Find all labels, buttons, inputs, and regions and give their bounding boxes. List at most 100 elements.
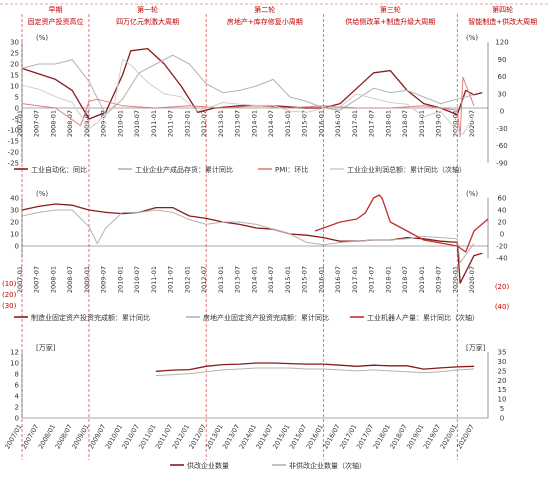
legend-label: 供改企业数量 [187,461,229,470]
x-tick-label: 2014-01 [250,110,258,137]
x-tick-label: 2016-01 [317,110,325,137]
y-tick-left: 2 [15,404,19,412]
y-tick-left: 30 [10,39,19,47]
y-tick-right: 60 [498,73,507,81]
y-tick-right: 0 [500,231,504,239]
x-tick-label: 2009-01 [83,266,91,293]
y-unit-left: (%) [36,190,48,198]
x-tick-label: 2018-01 [384,266,392,293]
x-tick-label: 2010-01 [116,110,124,137]
x-tick-label: 2015-01 [284,110,292,137]
series-line-2 [21,54,475,116]
x-tick-label: 2010-07 [133,110,141,137]
legend-label: 工业自动化：同比 [31,165,87,174]
x-tick-label: 2007-07 [33,266,41,293]
x-tick-label: 2008-07 [66,266,74,293]
x-tick-label: 2014-07 [267,266,275,293]
x-tick-label: 2014-01 [250,266,258,293]
x-tick-label: 2017-07 [368,266,376,293]
y-tick-right: 5 [500,405,504,413]
y-tick-left: 40 [10,195,19,203]
y-tick-right: 25 [498,367,507,375]
x-tick-label: 2012-01 [183,110,191,137]
y-tick-left: 10 [10,231,19,239]
legend-label: 工业企业利润总额：累计同比（次轴） [347,165,466,174]
panel-automation-inventory: (%) (%) -25 -20 -15 -10 -5 0 5 10 15 20 25 30 -90 -60 -3… [8,34,509,174]
y-tick-right: 30 [498,358,507,366]
x-tick-label: 2009-07 [100,266,108,293]
x-tick-label: 2019-07 [435,110,443,137]
x-tick-label: 2009-01 [83,110,91,137]
phase-title: 第四轮 [492,5,513,14]
phase-title: 第三轮 [380,5,401,14]
x-tick-label: 2017-01 [351,266,359,293]
x-tick-label: 2011-01 [150,110,158,137]
x-tick-label: 2019-01 [418,266,426,293]
x-tick-label: 2020-07 [468,266,476,293]
series-line-4 [21,58,475,135]
x-tick-label: 2011-07 [167,266,175,293]
x-tick-label: 2017-01 [351,110,359,137]
x-tick-label: 2010-07 [133,266,141,293]
x-tick-label: 2012-01 [183,266,191,293]
x-tick-label: 2020-07 [468,110,476,137]
y-unit-left: (%) [36,34,48,42]
x-tick-label: 2020-01 [451,110,459,137]
series-line-1 [155,362,475,372]
x-tick-label: 2013-07 [234,266,242,293]
x-tick-label: 2013-01 [217,110,225,137]
x-tick-label: 2011-07 [167,110,175,137]
x-tick-label: 2018-07 [401,266,409,293]
y-tick-left: 0 [15,415,19,423]
y-tick-right: 35 [498,349,507,357]
y-tick-left: 8 [15,371,19,379]
series-line-2 [21,209,475,264]
y-tick-right-negative: (20) [495,283,510,291]
panel-fixed-asset-investment: (%) (%) 0 10 20 30 40 -40 -20 0 20 40 60 (10) (20) (30)… [2,190,509,322]
series-line-3 [314,194,489,253]
x-tick-label: 2007-07 [33,110,41,137]
y-tick-right: 60 [498,195,507,203]
x-tick-label: 2012-07 [200,110,208,137]
x-tick-label: 2018-07 [401,110,409,137]
x-tick-label: 2016-07 [334,266,342,293]
legend-label: PMI：环比 [275,165,308,174]
y-tick-left: 30 [10,207,19,215]
x-tick-label: 2017-07 [368,110,376,137]
y-tick-left-negative: (20) [2,291,17,299]
x-tick-label: 2016-07 [334,110,342,137]
y-tick-left: -5 [12,116,19,124]
y-tick-left-negative: (10) [2,280,17,288]
panel-enterprise-count: [万家] [万家]024681012051015202530352007/0120… [3,343,506,470]
x-tick-label: 2015-07 [301,266,309,293]
y-tick-right: 10 [498,396,507,404]
phase-title: 早期 [48,6,62,14]
y-tick-left: 0 [15,243,19,251]
legend-label: 工业企业产成品存货：累计同比 [135,165,233,174]
x-tick-label: 2012-07 [200,266,208,293]
y-tick-right: -60 [496,142,507,150]
y-tick-left: 6 [15,382,20,390]
y-tick-right: 120 [495,39,508,47]
y-tick-right-negative: (40) [495,303,510,311]
x-tick-label: 2008-01 [49,266,57,293]
x-tick-label: 2010-01 [116,266,124,293]
x-tick-label: 2020-01 [451,266,459,293]
y-tick-right: -40 [496,255,507,263]
x-tick-label: 2009-07 [100,110,108,137]
phase-subtitle: 房地产+库存修复小周期 [227,17,303,26]
phase-subtitle: 供给侧改革+制造升级大周期 [345,17,435,26]
y-tick-right: 20 [498,377,507,385]
legend-label: 制造业固定资产投资完成额：累计同比 [31,313,150,322]
phase-subtitle: 智能制造+供改大周期 [468,17,537,26]
x-tick-label: 2007-01 [16,266,24,293]
y-tick-left: 10 [10,360,19,368]
x-tick-label: 2008-07 [66,110,74,137]
y-unit-right: (%) [466,34,478,42]
y-tick-left: 4 [15,393,20,401]
x-tick-label: 2008-01 [49,110,57,137]
phase-title: 第一轮 [137,5,158,14]
y-tick-right: 40 [498,207,507,215]
